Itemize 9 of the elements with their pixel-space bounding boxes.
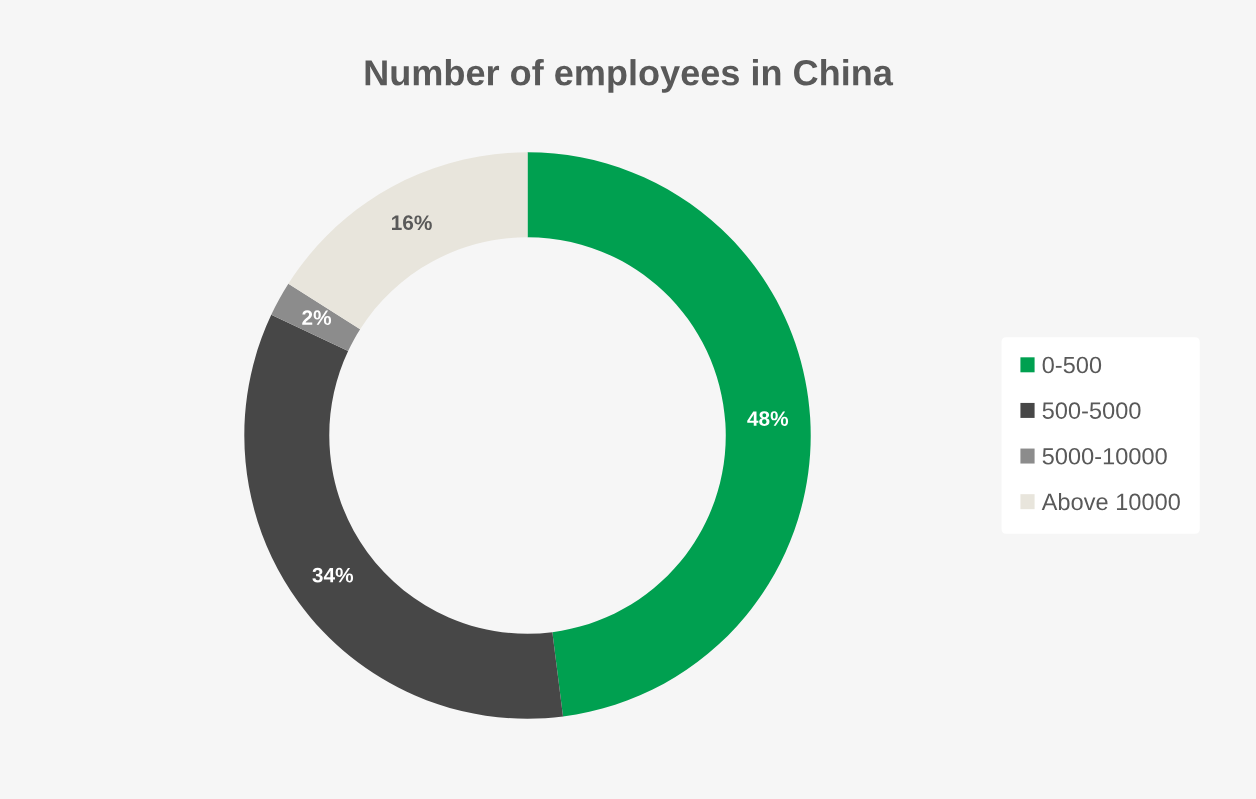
legend-label: 5000-10000 bbox=[1042, 447, 1167, 465]
data-label: 16% bbox=[392, 215, 432, 231]
legend-label: Above 10000 bbox=[1041, 492, 1180, 511]
data-label: 2% bbox=[302, 310, 332, 326]
legend-label: 0-500 bbox=[1042, 356, 1102, 374]
chart-title: Number of employees in China bbox=[365, 59, 894, 93]
data-label: 34% bbox=[312, 567, 354, 583]
data-label: 48% bbox=[747, 411, 789, 426]
legend-label: 500-5000 bbox=[1042, 402, 1141, 419]
